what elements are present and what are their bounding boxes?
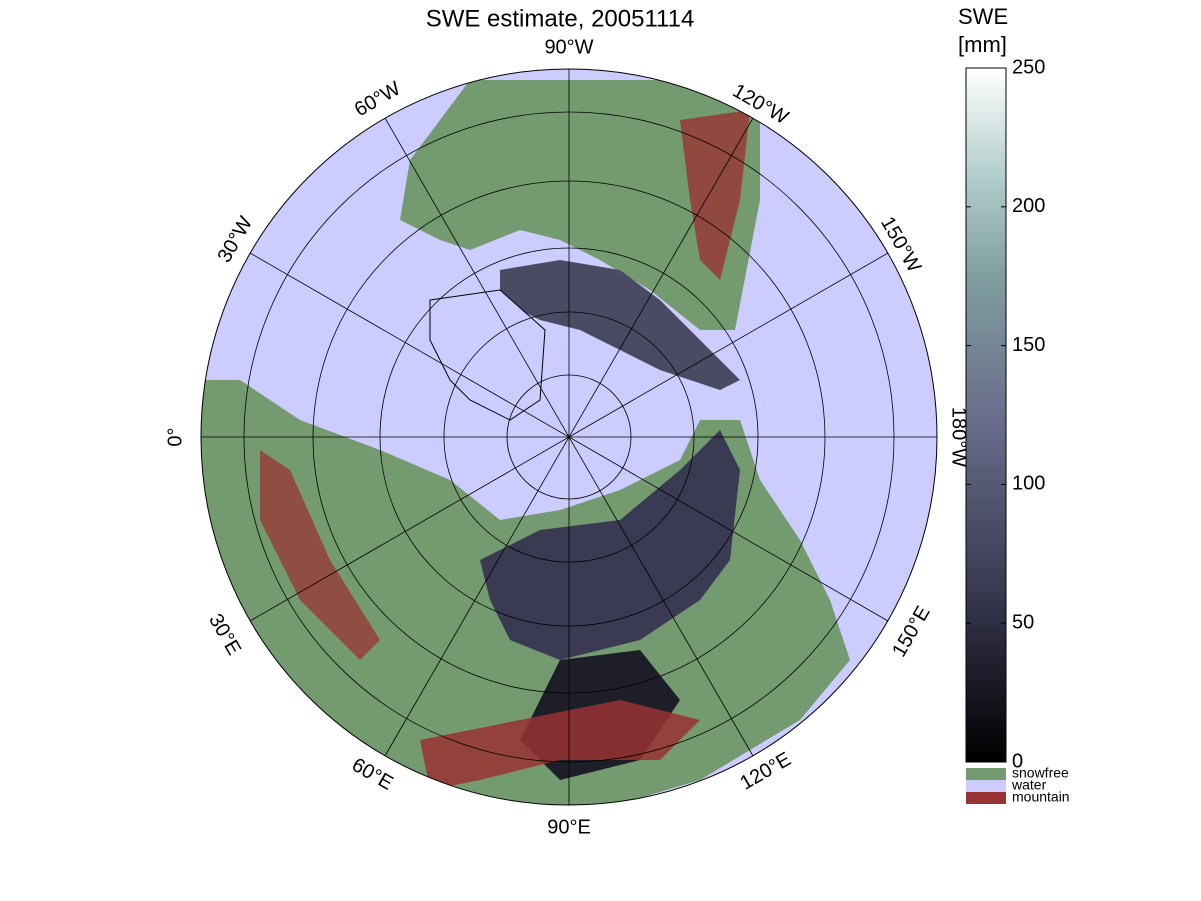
colorbar-title: [mm]: [958, 32, 1007, 57]
colorbar-tick-label: 150: [1012, 334, 1045, 356]
legend-swatch: [966, 780, 1006, 792]
snow-cover: [480, 430, 740, 660]
longitude-label: 60°E: [348, 754, 397, 795]
longitude-label: 90°E: [547, 816, 591, 838]
mountain-area: [260, 450, 380, 660]
colorbar: [965, 67, 1007, 763]
map-disk: [201, 69, 937, 805]
mountain-area: [420, 700, 700, 790]
greenland: [429, 289, 546, 421]
legend-swatch: [966, 768, 1006, 780]
longitude-label: 0°: [164, 427, 186, 446]
colorbar-tick-label: 200: [1012, 195, 1045, 217]
longitude-label: 180°W: [948, 407, 970, 467]
colorbar-tick-label: 100: [1012, 473, 1045, 495]
longitude-label: 150°E: [888, 602, 934, 660]
mountain-area: [680, 110, 750, 280]
colorbar-tick-label: 50: [1012, 611, 1034, 633]
longitude-label: 90°W: [544, 36, 593, 58]
legend-label: water: [1011, 777, 1047, 793]
colorbar-axis: 0 50 100 150 200 250: [966, 56, 1045, 772]
map-title: SWE estimate, 20051114: [426, 5, 695, 32]
map-frame: [200, 68, 938, 806]
longitude-label: 30°E: [204, 610, 245, 659]
land: [400, 80, 760, 330]
colorbar-tick-label: 250: [1012, 56, 1045, 78]
graticule: [201, 69, 937, 805]
snow-cover: [500, 260, 740, 390]
colorbar-tick-label: 0: [1012, 750, 1023, 772]
legend-swatch: [966, 792, 1006, 804]
legend-label: snowfree: [1012, 765, 1069, 781]
legend-label: mountain: [1012, 789, 1070, 805]
colorbar-title: SWE: [958, 4, 1008, 29]
